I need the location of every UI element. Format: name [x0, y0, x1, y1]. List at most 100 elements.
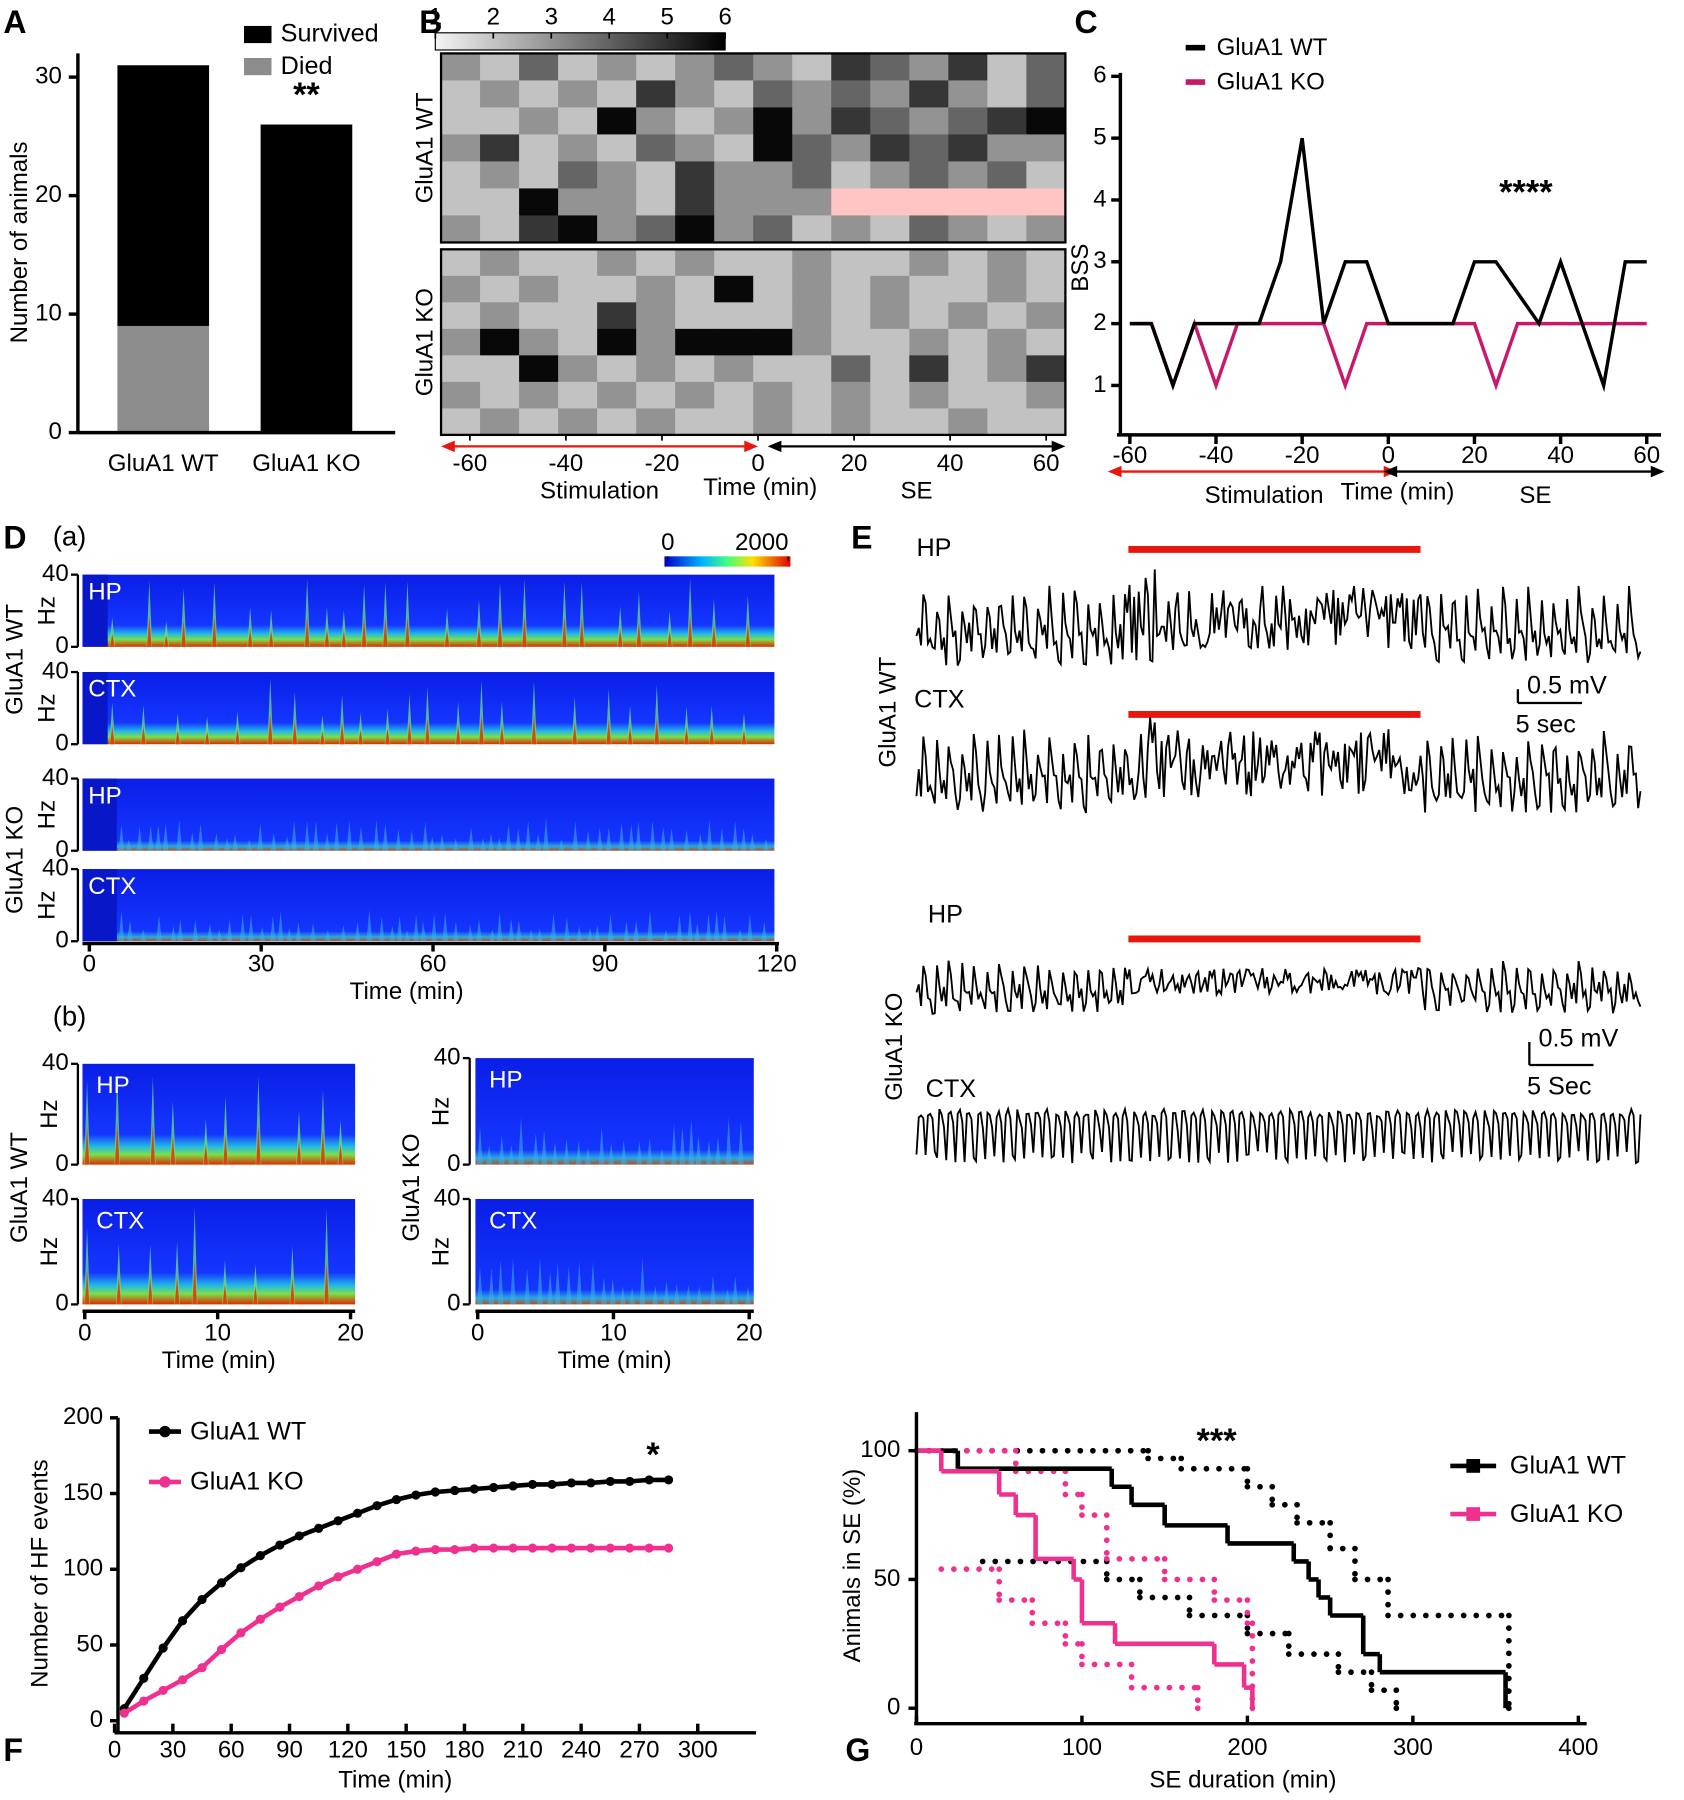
spectrogram-burst — [147, 825, 154, 851]
spectrogram-burst — [663, 1281, 670, 1305]
spectrogram-burst — [608, 1142, 615, 1165]
spectrogram-burst — [741, 713, 747, 745]
heatmap-cell — [948, 107, 989, 136]
heatmap-cell — [987, 249, 1028, 277]
spectrogram-core — [235, 729, 240, 745]
y-tick-label: 10 — [35, 299, 62, 326]
heatmap-cell — [714, 249, 754, 277]
spectrogram-core — [109, 633, 115, 647]
heatmap-cell — [597, 249, 637, 277]
heatmap-cell — [987, 408, 1028, 436]
heatmap-cell — [597, 53, 637, 82]
no-data-cell — [909, 188, 950, 217]
eeg-trace — [915, 569, 1642, 667]
point — [547, 1543, 557, 1553]
spectrogram-burst — [571, 696, 578, 745]
heatmap-cell — [597, 328, 637, 357]
spectrogram-burst — [498, 1134, 505, 1165]
spectrogram-burst — [304, 578, 311, 647]
spectrogram-burst — [211, 581, 218, 647]
x-tick-label: 60 — [420, 951, 447, 978]
heatmap-cell — [675, 53, 715, 82]
heatmap-cell — [558, 355, 598, 383]
spectrogram-core — [147, 1277, 153, 1305]
spectrogram-burst — [598, 1127, 605, 1165]
heatmap-cell — [519, 249, 559, 277]
heatmap-cell — [753, 381, 793, 410]
spectrogram-burst — [378, 916, 385, 942]
spectrogram-burst — [346, 820, 353, 851]
spectrogram-burst — [176, 819, 183, 851]
y-axis-label: Hz — [33, 596, 60, 625]
spectrogram-burst — [647, 910, 653, 942]
heatmap-cell — [480, 215, 520, 244]
heatmap-cell — [675, 275, 715, 304]
spectrogram-burst — [468, 826, 474, 851]
spectrogram-burst — [476, 599, 482, 647]
spectrogram-core — [358, 729, 363, 745]
point — [352, 1564, 363, 1574]
heatmap-cell — [831, 107, 871, 136]
spectrogram-burst — [564, 916, 570, 942]
heatmap-cell — [909, 53, 950, 82]
heatmap-cell — [441, 80, 481, 109]
heatmap-cell — [636, 215, 676, 244]
spectrogram-core — [636, 621, 642, 647]
spectrogram-burst — [649, 820, 656, 851]
heatmap-cell — [480, 188, 520, 217]
y-tick-label: 20 — [35, 181, 62, 208]
y-axis-label: Hz — [33, 693, 60, 722]
heatmap-cell — [792, 381, 832, 410]
region-label: CTX — [489, 1207, 537, 1234]
point — [275, 1540, 285, 1550]
y-tick-label: 40 — [42, 657, 69, 684]
heatmap-cell — [753, 328, 793, 357]
y-axis-label: Hz — [428, 1097, 455, 1126]
spectrogram-burst — [191, 1207, 198, 1305]
heatmap-cell — [792, 328, 832, 357]
heatmap-cell — [831, 275, 871, 304]
heatmap-cell — [753, 107, 793, 136]
y-axis-label: Number of HF events — [27, 1459, 54, 1688]
spectrogram-core — [114, 1123, 120, 1165]
spectrogram-burst — [535, 833, 542, 851]
point — [527, 1479, 538, 1490]
spectrogram-burst — [232, 833, 238, 851]
heatmap-cell — [441, 188, 481, 217]
heatmap-cell — [792, 161, 832, 190]
scale-time: 5 sec — [1516, 711, 1576, 739]
group-label: GluA1 WT — [6, 1132, 33, 1243]
heatmap-cell — [441, 302, 481, 330]
legend-label: GluA1 WT — [190, 1417, 306, 1445]
spectrogram-core — [163, 635, 169, 647]
heatmap-cell — [792, 302, 832, 330]
heatmap-cell — [831, 80, 871, 109]
spectrogram-core — [296, 1140, 302, 1165]
y-tick-label: 0 — [55, 1290, 68, 1317]
heatmap-cell — [675, 80, 715, 109]
x-tick-label: 0 — [471, 1320, 484, 1347]
spectrogram-burst — [248, 914, 254, 942]
spectrogram-burst — [284, 836, 290, 851]
spectrogram-burst — [252, 1263, 259, 1305]
spectrogram-burst — [543, 818, 549, 851]
heatmap-cell — [831, 328, 871, 357]
spectrogram-burst — [114, 1072, 121, 1165]
colorbar-label: 4 — [603, 3, 616, 30]
point — [255, 1614, 265, 1624]
heatmap-cell — [441, 408, 481, 436]
heatmap-cell — [870, 215, 910, 244]
spectrogram-burst — [406, 694, 413, 745]
spectrogram-burst — [296, 1110, 302, 1165]
spectrogram-onset — [82, 574, 108, 647]
heatmap-cell — [870, 53, 910, 82]
point — [411, 1490, 421, 1500]
spectrogram-burst — [554, 1261, 561, 1305]
spectrogram-burst — [635, 821, 642, 851]
spectrogram-core — [499, 724, 505, 745]
x-axis-label: Time (min) — [162, 1347, 276, 1374]
spectrogram-burst — [576, 925, 583, 942]
spectrogram-burst — [659, 1148, 665, 1165]
spectrogram-burst — [601, 1277, 607, 1305]
